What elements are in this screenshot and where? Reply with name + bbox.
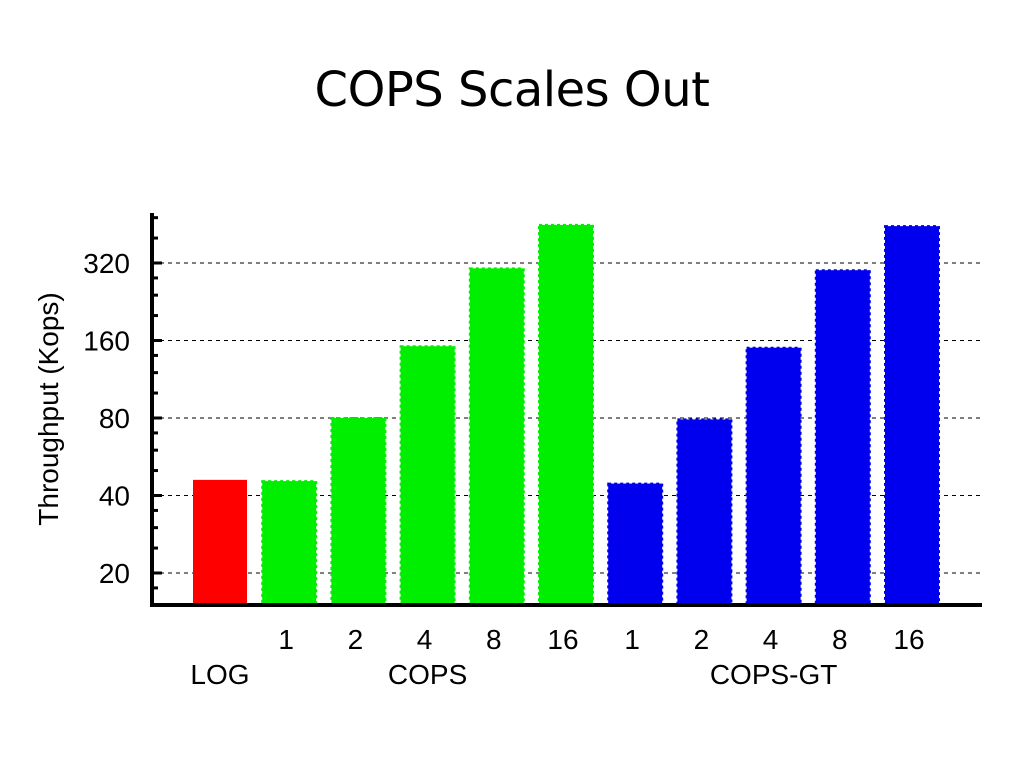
bar-cops-gt-8 — [814, 269, 871, 606]
bar-cops-2 — [330, 417, 387, 606]
x-tick-label-cops-gt-2: 2 — [694, 624, 710, 655]
bars — [193, 223, 940, 607]
group-label-cops: COPS — [388, 659, 467, 690]
x-tick-label-cops-1: 1 — [278, 624, 294, 655]
bar-log-total — [193, 479, 247, 605]
x-tick-label-cops-gt-8: 8 — [832, 624, 848, 655]
bar-cops-16 — [538, 223, 594, 606]
x-tick-label-cops-16: 16 — [547, 624, 578, 655]
bar-cops-1 — [261, 480, 318, 606]
x-tick-label-cops-gt-1: 1 — [624, 624, 640, 655]
x-tick-label-cops-gt-16: 16 — [893, 624, 924, 655]
group-label-cops-gt: COPS-GT — [710, 659, 838, 690]
y-tick-label-80: 80 — [99, 403, 130, 434]
x-tick-label-cops-2: 2 — [348, 624, 364, 655]
x-tick-label-cops-8: 8 — [486, 624, 502, 655]
y-tick-labels: 20 40 80 160 320 — [83, 248, 130, 589]
y-tick-label-20: 20 — [99, 558, 130, 589]
bar-cops-8 — [468, 267, 525, 606]
bar-cops-gt-2 — [676, 418, 733, 607]
slide-title: COPS Scales Out — [314, 62, 710, 118]
bar-cops-gt-1 — [607, 482, 664, 606]
y-tick-label-160: 160 — [83, 326, 130, 357]
axes — [150, 213, 982, 607]
bar-cops-gt-16 — [884, 225, 940, 607]
x-tick-label-cops-4: 4 — [417, 624, 433, 655]
y-tick-label-320: 320 — [83, 248, 130, 279]
bar-cops-gt-4 — [745, 346, 802, 606]
y-tick-label-40: 40 — [99, 481, 130, 512]
group-label-log: LOG — [190, 659, 249, 690]
x-tick-label-cops-gt-4: 4 — [763, 624, 779, 655]
y-axis-title: Throughput (Kops) — [33, 292, 64, 525]
x-tick-labels: 1 2 4 8 16 1 2 4 8 16 LOG COPS COPS-GT — [190, 624, 924, 690]
bar-cops-4 — [399, 345, 456, 606]
